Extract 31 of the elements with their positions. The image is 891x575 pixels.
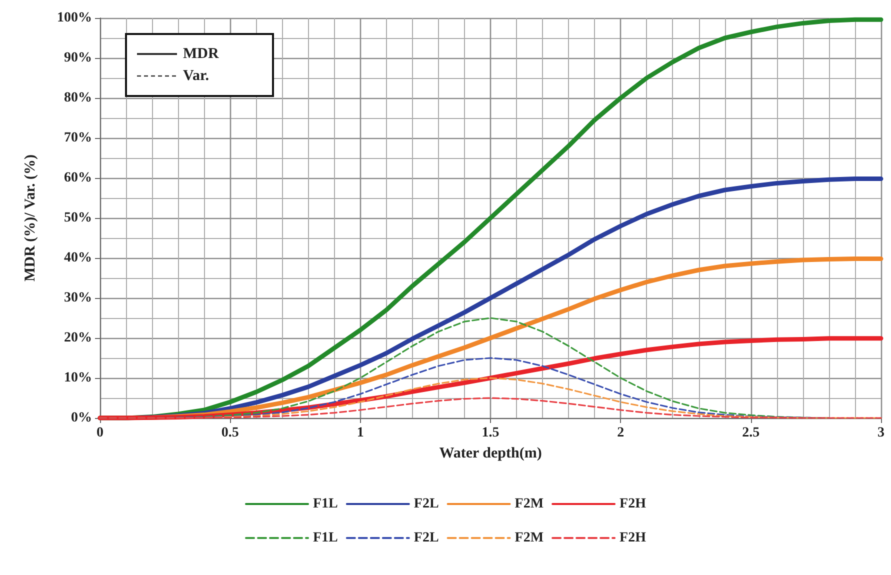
x-tick-label: 3	[878, 426, 884, 440]
y-tick-label: 20%	[64, 330, 92, 346]
y-tick-label: 0%	[71, 410, 92, 426]
y-tick-label: 30%	[64, 290, 92, 306]
legend-label: F1L	[313, 530, 338, 546]
legend-label: F2L	[414, 530, 439, 546]
style-key-box: MDR Var.	[125, 33, 274, 97]
x-tick-label: 2.5	[742, 426, 760, 440]
legend-label: F2M	[514, 496, 544, 512]
y-tick-label: 100%	[57, 10, 92, 26]
annotation: MDR	[183, 46, 219, 62]
x-tick-label: 1	[356, 426, 364, 440]
y-axis-title: MDR (%)/ Var. (%)	[22, 154, 38, 282]
legend-label: F2H	[620, 496, 646, 512]
x-tick-label: 2	[617, 426, 624, 440]
y-tick-label: 50%	[64, 210, 92, 226]
legend-label: F2L	[414, 496, 439, 512]
y-tick-label: 10%	[64, 370, 92, 386]
y-tick-label: 70%	[64, 130, 92, 146]
legend-label: F2M	[514, 530, 544, 546]
y-tick-label: 60%	[64, 170, 92, 186]
legend-label: F2H	[620, 530, 646, 546]
annotation: Var.	[183, 68, 209, 84]
x-axis-title: Water depth(m)	[439, 446, 542, 462]
x-tick-label: 0	[96, 426, 104, 440]
x-tick-label: 1.5	[482, 426, 500, 440]
y-tick-label: 80%	[64, 90, 92, 106]
legend-label: F1L	[313, 496, 338, 512]
y-tick-label: 90%	[64, 50, 92, 66]
x-tick-label: 0.5	[221, 426, 239, 440]
y-tick-label: 40%	[64, 250, 92, 266]
